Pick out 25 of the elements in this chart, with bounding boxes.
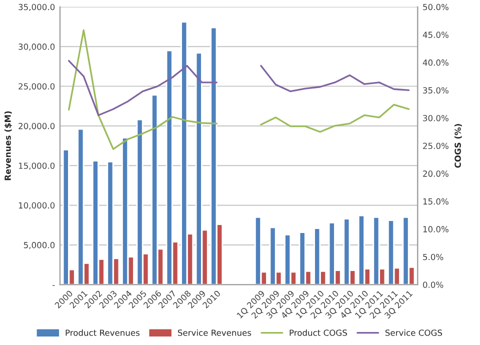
y2-tick-label: 40.0% xyxy=(422,59,448,66)
y2-tick-label: 45.0% xyxy=(422,32,448,38)
y-tick-label: 25,000.0 xyxy=(18,83,55,90)
y2-tick-label: 35.0% xyxy=(423,87,448,94)
y2-tick-label: 30.0% xyxy=(423,114,448,122)
y-tick-label: 30,000.0 xyxy=(18,44,55,51)
y-tick-label: 10,000.0 xyxy=(18,202,55,210)
y-tick-label: 20,000.0 xyxy=(18,122,55,130)
y2-tick-label: 50.0% xyxy=(423,4,448,10)
y2-tick-label: 15.0% xyxy=(423,198,448,205)
legend-label: Product Revenues xyxy=(66,329,140,336)
legend-label: Product COGS xyxy=(290,329,347,336)
y-tick-label: 5,000.0 xyxy=(24,242,55,250)
y2-tick-label: 25.0% xyxy=(423,142,448,150)
legend-label: Service COGS xyxy=(385,329,442,336)
y2-tick-label: 20.0% xyxy=(423,170,448,177)
y2-axis-title: COGS (%) xyxy=(454,124,462,168)
y-tick-label: 35,000.0 xyxy=(18,4,55,12)
y2-tick-label: 0.0% xyxy=(423,282,444,288)
y-tick-label: - xyxy=(52,285,55,286)
y-tick-label: 15,000.0 xyxy=(18,162,55,170)
y-axis-title: Revenues ($M) xyxy=(4,111,12,180)
y2-tick-label: 10.0% xyxy=(423,226,448,232)
legend-label: Service Revenues xyxy=(178,329,252,336)
y2-tick-label: 5.0% xyxy=(423,254,444,260)
